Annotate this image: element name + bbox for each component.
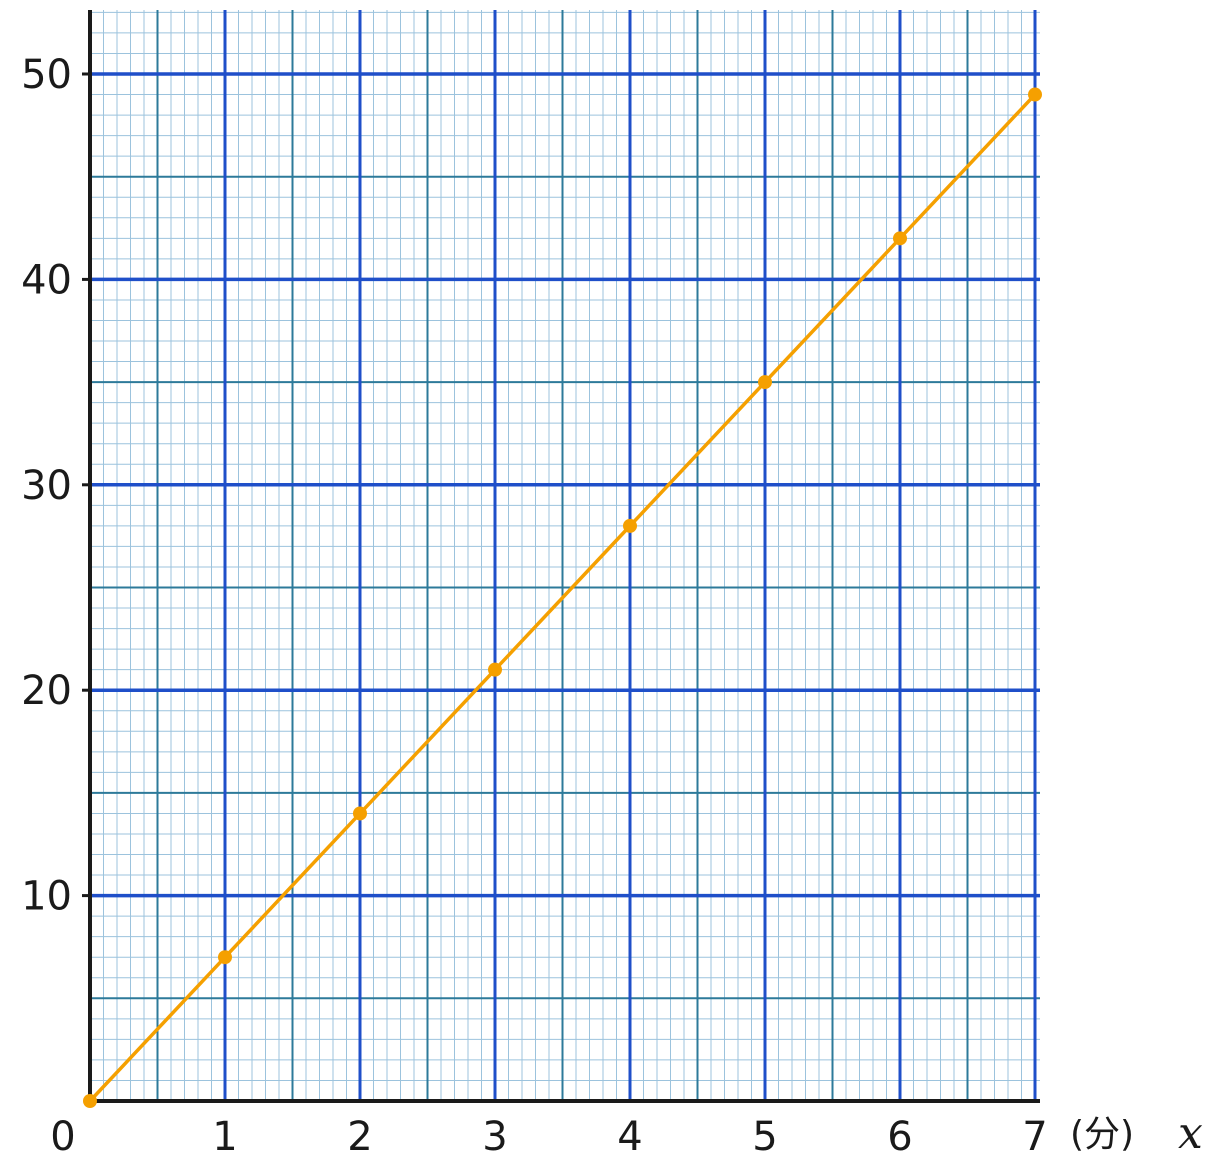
tick-labels: 0 1 2 3 4 5 6 7 10 20 30 40 50 — [21, 52, 1048, 1156]
half-grid — [90, 10, 1040, 1101]
data-point — [488, 662, 502, 677]
x-tick-label: 4 — [617, 1114, 642, 1156]
x-tick-label: 1 — [212, 1114, 237, 1156]
x-tick-label: 2 — [347, 1114, 372, 1156]
x-axis-variable-label: x — [1178, 1108, 1203, 1156]
axes — [82, 10, 1040, 1103]
x-tick-label: 7 — [1022, 1114, 1047, 1156]
y-tick-label: 50 — [21, 52, 72, 98]
data-point — [623, 518, 637, 533]
data-point — [893, 231, 907, 246]
data-point — [1028, 87, 1042, 102]
data-point — [83, 1094, 97, 1108]
y-tick-label: 40 — [21, 257, 72, 303]
data-point — [758, 375, 772, 390]
x-tick-label: 5 — [752, 1114, 777, 1156]
minor-grid — [90, 10, 1040, 1101]
series-layer — [83, 87, 1042, 1108]
x-axis-unit-label: (分) — [1070, 1114, 1134, 1155]
series-line — [88, 93, 1037, 1103]
y-tick-label: 10 — [21, 874, 72, 920]
data-point — [353, 806, 367, 821]
x-tick-label: 3 — [482, 1114, 507, 1156]
x-tick-label: 6 — [887, 1114, 912, 1156]
x-tick-label: 0 — [50, 1114, 75, 1156]
data-point — [218, 950, 232, 965]
y-tick-label: 20 — [21, 668, 72, 714]
major-grid — [90, 10, 1040, 1101]
y-tick-label: 30 — [21, 463, 72, 509]
